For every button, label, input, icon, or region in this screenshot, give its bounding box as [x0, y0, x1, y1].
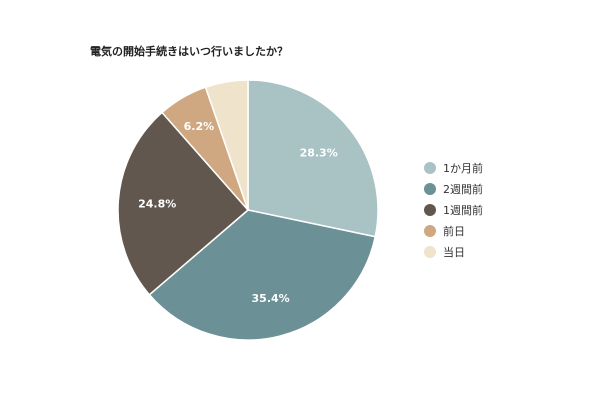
pie-data-labels: 28.3% 35.4% 24.8% 6.2% — [138, 120, 338, 305]
legend-marker-3 — [424, 204, 436, 216]
chart-title: 電気の開始手続きはいつ行いましたか？ — [90, 45, 288, 58]
data-label-4: 6.2% — [184, 120, 215, 133]
legend-marker-5 — [424, 246, 436, 258]
data-label-2: 35.4% — [252, 292, 290, 305]
legend-marker-4 — [424, 225, 436, 237]
data-label-1: 28.3% — [300, 147, 338, 160]
pie-slices — [117, 79, 379, 341]
legend-label-3: 1週間前 — [443, 203, 483, 217]
legend-label-1: 1か月前 — [443, 161, 483, 175]
legend-marker-1 — [424, 162, 436, 174]
legend-label-2: 2週間前 — [443, 182, 483, 196]
pie-slice-2 — [148, 209, 377, 341]
pie-slice-3 — [117, 111, 250, 296]
legend-label-5: 当日 — [443, 245, 465, 259]
data-label-3: 24.8% — [138, 198, 176, 211]
legend-label-4: 前日 — [443, 224, 465, 238]
legend-marker-2 — [424, 183, 436, 195]
pie-slice-1 — [247, 79, 379, 238]
pie-slice-5 — [204, 79, 249, 211]
